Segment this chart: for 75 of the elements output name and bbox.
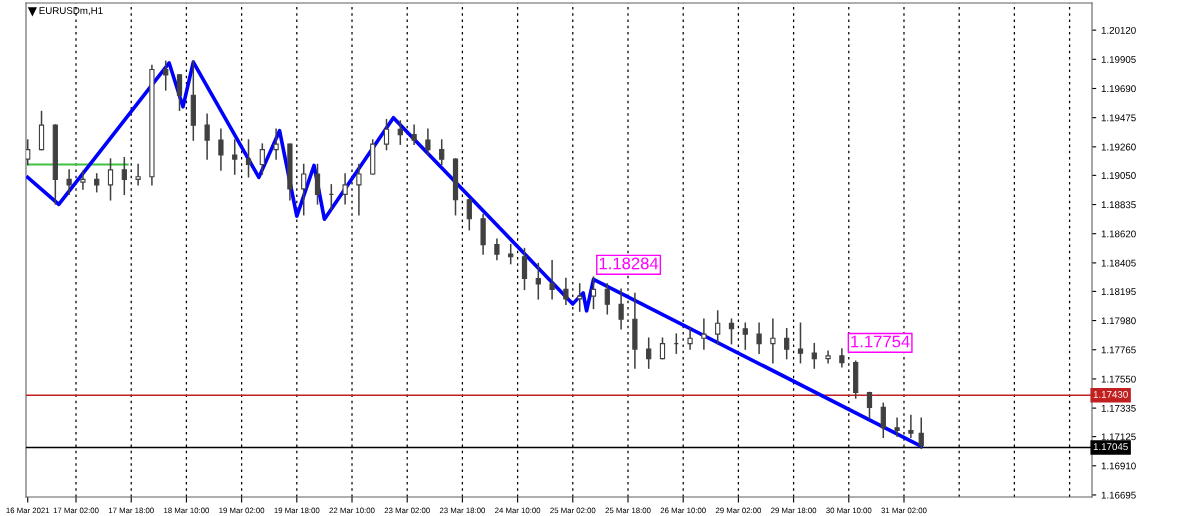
candlestick	[604, 283, 610, 315]
candlestick	[825, 350, 831, 364]
ref-line-label: 1.17430	[1093, 390, 1128, 398]
candlestick	[659, 337, 666, 360]
candlestick	[687, 327, 693, 350]
candlestick	[218, 128, 224, 171]
candlestick	[466, 199, 472, 231]
candlestick	[301, 163, 307, 216]
candlestick	[784, 327, 790, 360]
y-tick-label: 1.16910	[1101, 462, 1136, 470]
candlestick	[880, 402, 886, 439]
candlestick	[259, 143, 265, 175]
candlestick	[135, 163, 141, 186]
y-tick-label: 1.17765	[1101, 346, 1136, 354]
candlestick	[163, 60, 169, 91]
y-tick-label: 1.17335	[1101, 404, 1136, 412]
y-tick-label: 1.19690	[1101, 85, 1136, 93]
candlestick	[26, 139, 31, 166]
candlestick	[232, 139, 238, 175]
candlestick	[756, 322, 762, 354]
candlestick	[342, 173, 348, 205]
candlestick	[918, 417, 924, 449]
candlestick	[314, 163, 321, 205]
chart-title: EURUSDm,H1	[39, 7, 103, 16]
candlestick	[204, 113, 210, 160]
y-tick-label: 1.17550	[1101, 375, 1136, 383]
candlestick	[894, 417, 900, 437]
candlestick	[508, 243, 514, 265]
candlestick	[797, 322, 804, 364]
candlestick	[273, 128, 279, 160]
candlestick	[66, 169, 72, 196]
y-tick-label: 1.19475	[1101, 114, 1136, 122]
candlestick	[121, 156, 127, 196]
ref-line-label: 1.17045	[1093, 443, 1128, 451]
candlestick	[356, 163, 362, 216]
candlestick	[107, 158, 114, 201]
candlestick	[535, 262, 541, 300]
line-series	[26, 60, 924, 449]
candlestick	[646, 337, 652, 369]
candlestick	[770, 318, 776, 364]
candlestick	[811, 342, 817, 369]
y-tick-label: 1.16695	[1101, 491, 1136, 499]
y-tick-label: 1.18835	[1101, 201, 1136, 209]
candlestick	[563, 277, 569, 306]
y-tick-label: 1.17125	[1101, 433, 1136, 441]
candlestick	[245, 139, 252, 178]
candlestick	[618, 288, 624, 330]
y-tick-label: 1.18620	[1101, 230, 1136, 238]
candlestick	[397, 120, 403, 145]
y-tick-label: 1.19905	[1101, 56, 1136, 63]
candlestick	[176, 74, 183, 111]
candlestick	[411, 124, 417, 145]
y-tick-label: 1.18405	[1101, 259, 1136, 267]
candlestick	[728, 318, 735, 345]
candlestick	[866, 391, 873, 420]
annotation: 1.17754	[851, 335, 910, 348]
y-tick-label: 1.20120	[1101, 26, 1136, 34]
candlestick	[425, 128, 431, 156]
y-tick-label: 1.19260	[1101, 143, 1136, 151]
annotation: 1.18284	[599, 257, 659, 270]
candlestick	[701, 318, 707, 350]
candlestick	[590, 276, 597, 310]
candlestick	[549, 260, 555, 300]
candlestick	[908, 414, 914, 439]
candlestick	[439, 139, 445, 166]
y-tick-label: 1.19050	[1101, 172, 1136, 179]
y-tick-label: 1.18195	[1101, 288, 1136, 296]
y-tick-label: 1.17980	[1101, 317, 1136, 325]
candlestick	[80, 170, 86, 190]
candlestick	[742, 322, 748, 350]
candlestick	[577, 283, 583, 312]
candlestick	[521, 247, 528, 291]
candlestick	[494, 238, 500, 261]
candlestick	[715, 310, 721, 345]
candlestick	[383, 118, 390, 151]
